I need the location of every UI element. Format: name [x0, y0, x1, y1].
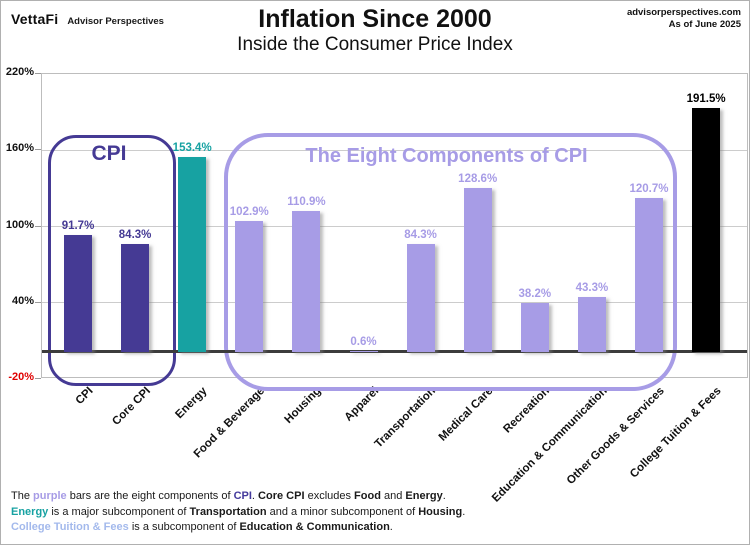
- bar-value-apparel: 0.6%: [350, 335, 377, 348]
- bar-cpi: [64, 235, 92, 352]
- footnote-segment: Energy: [11, 505, 49, 518]
- logo-row: VettaFi Advisor Perspectives: [11, 11, 164, 27]
- source-block: advisorperspectives.com As of June 2025: [627, 7, 741, 31]
- y-axis-tick: [35, 301, 41, 303]
- gridline: [42, 226, 747, 227]
- bar-value-transportation: 84.3%: [404, 229, 437, 242]
- footnote-segment: bars are the eight components of: [66, 490, 234, 502]
- bar-value-college-tuition-fees: 191.5%: [686, 93, 726, 106]
- footnote: The purple bars are the eight components…: [11, 489, 465, 536]
- x-axis-label-transportation: Transportation: [372, 385, 439, 451]
- bar-value-education-communication: 43.3%: [575, 281, 609, 294]
- as-of-date: As of June 2025: [668, 19, 741, 30]
- components-group-box: [224, 133, 677, 391]
- plot-area: 91.7% 84.3% 153.4% 102.9% 110.9% 0.6% 84.3% 128…: [41, 73, 748, 378]
- footnote-segment: and: [380, 490, 406, 502]
- bar-other-goods-services: [635, 198, 663, 352]
- x-axis-label-housing: Housing: [282, 385, 324, 427]
- bar-recreation: [520, 303, 549, 352]
- footnote-segment: CPI: [233, 490, 252, 502]
- vettafi-logo: VettaFi: [11, 11, 59, 27]
- bar-value-medical-care: 128.6%: [458, 173, 498, 186]
- logo-subtitle: Advisor Perspectives: [67, 16, 164, 27]
- bar-food-beverage: [235, 220, 264, 352]
- cpi-group-box: [48, 135, 176, 386]
- gridline: [42, 302, 747, 304]
- bar-value-cpi: 91.7%: [61, 220, 95, 233]
- bar-transportation: [406, 244, 435, 352]
- footnote-segment: Education & Communication: [239, 521, 390, 533]
- bar-value-energy: 153.4%: [172, 141, 212, 154]
- bar-value-other-goods-services: 120.7%: [629, 183, 669, 196]
- footnote-segment: is a subcomponent of: [128, 521, 240, 533]
- bar-value-housing: 110.9%: [287, 195, 326, 208]
- y-axis-label-100: 100%: [5, 218, 34, 231]
- y-axis-tick: [35, 378, 41, 379]
- x-axis-label-education-communication: Education & Communication: [489, 385, 610, 505]
- footnote-segment: is a major subcomponent of: [48, 505, 190, 518]
- x-axis-label-recreation: Recreation: [501, 385, 553, 436]
- bar-value-core-cpi: 84.3%: [118, 229, 152, 242]
- footnote-segment: Core CPI: [258, 490, 305, 502]
- bar-core-cpi: [121, 244, 150, 352]
- footnote-segment: Energy: [405, 490, 443, 502]
- footnote-segment: .: [251, 490, 259, 502]
- bar-education-communication: [577, 296, 606, 352]
- x-axis-label-cpi: CPI: [73, 385, 96, 408]
- bar-value-food-beverage: 102.9%: [229, 205, 269, 218]
- footnote-segment: .: [389, 521, 393, 533]
- bar-energy: [178, 156, 207, 352]
- page-title: Inflation Since 2000: [258, 5, 492, 33]
- zero-axis-line: [42, 350, 747, 354]
- footnote-line: The purple bars are the eight components…: [11, 489, 465, 505]
- cpi-group-label: CPI: [91, 142, 127, 165]
- footnote-segment: purple: [33, 490, 67, 502]
- footnote-segment: Transportation: [189, 505, 267, 518]
- footnote-segment: College Tuition & Fees: [11, 521, 129, 533]
- y-axis-tick: [35, 73, 41, 74]
- footnote-segment: excludes: [304, 490, 355, 502]
- footnote-segment: Food: [354, 490, 381, 502]
- x-axis-label-core-cpi: Core CPI: [109, 385, 153, 428]
- x-axis-label-other-goods-services: Other Goods & Services: [564, 385, 667, 488]
- footnote-segment: Housing: [418, 505, 463, 518]
- y-axis-label-220: 220%: [5, 66, 34, 78]
- bar-medical-care: [463, 188, 492, 352]
- footnote-line: College Tuition & Fees is a subcomponent…: [11, 520, 465, 536]
- source-url: advisorperspectives.com: [626, 7, 741, 18]
- footnote-segment: .: [442, 490, 446, 502]
- footnote-segment: The: [11, 490, 34, 502]
- page-subtitle: Inside the Consumer Price Index: [237, 34, 513, 55]
- bar-value-recreation: 38.2%: [518, 288, 552, 301]
- x-axis-label-energy: Energy: [173, 385, 210, 422]
- bar-college-tuition-fees: [692, 108, 721, 352]
- footnote-line: Energy is a major subcomponent of Transp…: [11, 505, 465, 521]
- y-axis-tick: [35, 225, 41, 227]
- y-axis-tick: [35, 149, 41, 151]
- footnote-segment: and a minor subcomponent of: [266, 505, 419, 518]
- title-block: Inflation Since 2000 Inside the Consumer…: [1, 4, 749, 57]
- bar-housing: [292, 210, 321, 352]
- y-axis-label-40: 40%: [11, 294, 34, 307]
- bar-apparel: [349, 350, 378, 352]
- y-axis-label--20: -20%: [8, 371, 34, 383]
- x-axis-label-medical-care: Medical Care: [436, 385, 496, 444]
- y-axis-label-160: 160%: [5, 142, 34, 155]
- footnote-segment: .: [462, 505, 466, 518]
- gridline: [42, 149, 747, 151]
- components-group-label: The Eight Components of CPI: [305, 145, 588, 167]
